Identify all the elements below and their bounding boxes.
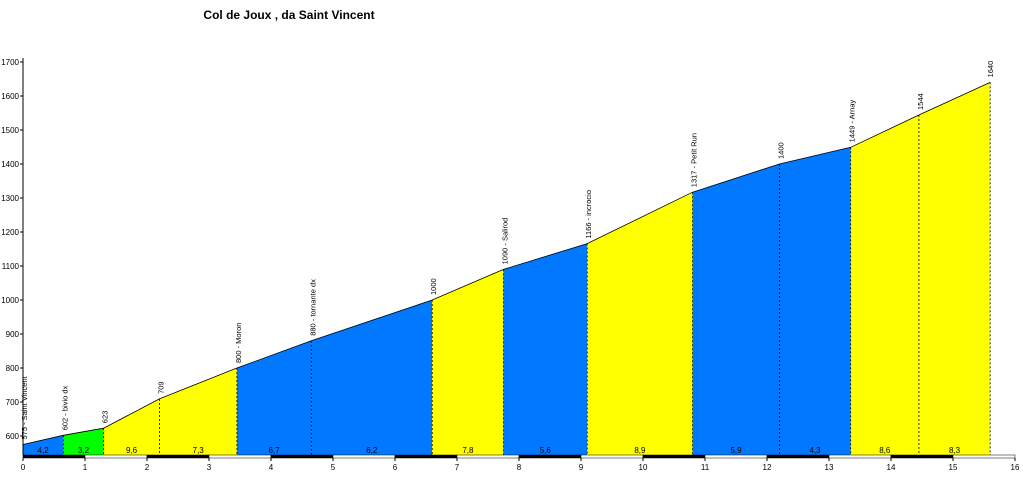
waypoint-label-3: 709 [156,381,165,394]
gradient-label-8: 8,9 [634,446,646,455]
segment-fill-10 [779,147,851,456]
x-tick-label-10: 10 [639,463,648,472]
km-bar-4 [270,454,334,459]
x-tick-label-12: 12 [763,463,772,472]
x-tick-label-2: 2 [145,463,150,472]
segment-fill-0 [23,435,64,455]
y-tick-label-1300: 1300 [1,194,19,203]
km-bar-2 [146,454,210,459]
y-tick-label-800: 800 [6,364,20,373]
km-bar-8 [518,454,582,459]
gradient-label-10: 4,3 [809,446,821,455]
x-tick-label-4: 4 [269,463,274,472]
y-tick-label-900: 900 [6,330,20,339]
km-bar-12 [766,454,830,459]
km-bar-11 [704,454,768,459]
gradient-label-11: 8,6 [879,446,891,455]
gradient-label-0: 4,2 [38,446,50,455]
x-tick-label-1: 1 [83,463,88,472]
waypoint-label-4: 800 - Moron [234,323,243,363]
axes: 6007008009001000110012001300140015001600… [1,58,1020,472]
gradient-label-2: 9,6 [126,446,138,455]
waypoint-label-2: 623 [101,411,110,424]
km-bar-9 [580,454,644,459]
gradient-label-6: 7,8 [462,446,474,455]
segment-fill-8 [587,192,693,455]
y-tick-label-1000: 1000 [1,296,19,305]
km-bar-14 [890,454,954,459]
waypoint-labels: 575 - Saint Vincent 602 - bivio dx 623 709 8… [20,61,995,440]
y-tick-label-1700: 1700 [1,58,19,67]
gradient-label-12: 8,3 [949,446,961,455]
x-tick-label-7: 7 [455,463,460,472]
segment-fill-11 [850,115,919,455]
segment-fill-9 [692,164,780,455]
segment-fill-12 [918,82,991,456]
x-tick-label-3: 3 [207,463,212,472]
gradient-labels: 4,2 3,2 9,6 7,3 6,7 6,2 7,8 5,6 8,9 5,9 4,3 8,6 8,3 [38,446,961,455]
gradient-label-5: 6,2 [366,446,378,455]
waypoint-label-5: 880 - tornante dx [308,279,317,336]
chart-title: Col de Joux , da Saint Vincent [203,8,375,22]
gradient-label-7: 5,6 [540,446,552,455]
x-tick-label-8: 8 [517,463,522,472]
segment-fill-6 [432,269,504,455]
km-bar-10 [642,454,706,459]
waypoint-label-10: 1400 [776,142,785,159]
y-tick-label-1600: 1600 [1,92,19,101]
waypoint-label-9: 1317 - Petit Run [690,133,699,187]
waypoint-label-0: 575 - Saint Vincent [20,375,29,439]
segment-fill-1 [63,428,104,455]
segment-fill-7 [503,243,588,455]
gradient-label-1: 3,2 [78,446,90,455]
gradient-label-3: 7,3 [193,446,205,455]
x-tick-label-11: 11 [701,463,710,472]
segment-fill-5 [311,300,433,455]
km-bar-0 [22,454,86,459]
km-bar-3 [208,454,272,459]
x-tick-label-9: 9 [579,463,584,472]
x-tick-label-5: 5 [331,463,336,472]
x-tick-label-13: 13 [825,463,834,472]
waypoint-label-13: 1640 [986,61,995,78]
gradient-segments [22,82,991,456]
segment-fill-3 [159,368,237,455]
waypoint-label-1: 602 - bivio dx [60,385,69,430]
x-tick-label-16: 16 [1011,463,1020,472]
km-bar-15 [952,454,1016,459]
segment-dividers [62,82,991,455]
profile-line [22,82,991,445]
y-tick-label-700: 700 [6,398,20,407]
x-tick-label-0: 0 [21,463,26,472]
km-bar-13 [828,454,892,459]
km-bar-7 [456,454,520,459]
km-bar-1 [84,454,148,459]
waypoint-label-6: 1000 [429,278,438,295]
km-bar-6 [394,454,458,459]
y-tick-label-1400: 1400 [1,160,19,169]
y-tick-label-600: 600 [6,432,20,441]
segment-fill-4 [236,340,312,455]
x-tick-label-15: 15 [949,463,958,472]
km-bar-5 [332,454,396,459]
y-tick-label-1200: 1200 [1,228,19,237]
x-tick-label-14: 14 [887,463,896,472]
waypoint-label-7: 1090 - Salirod [501,218,510,265]
gradient-label-4: 6,7 [269,446,281,455]
y-tick-label-1500: 1500 [1,126,19,135]
x-tick-label-6: 6 [393,463,398,472]
segment-fill-2 [103,398,160,455]
waypoint-label-12: 1544 [916,93,925,110]
y-tick-label-1100: 1100 [2,262,20,271]
waypoint-label-11: 1449 - Arnay [848,100,857,143]
gradient-label-9: 5,9 [730,446,742,455]
waypoint-label-8: 1166 - incrocio [584,190,593,239]
